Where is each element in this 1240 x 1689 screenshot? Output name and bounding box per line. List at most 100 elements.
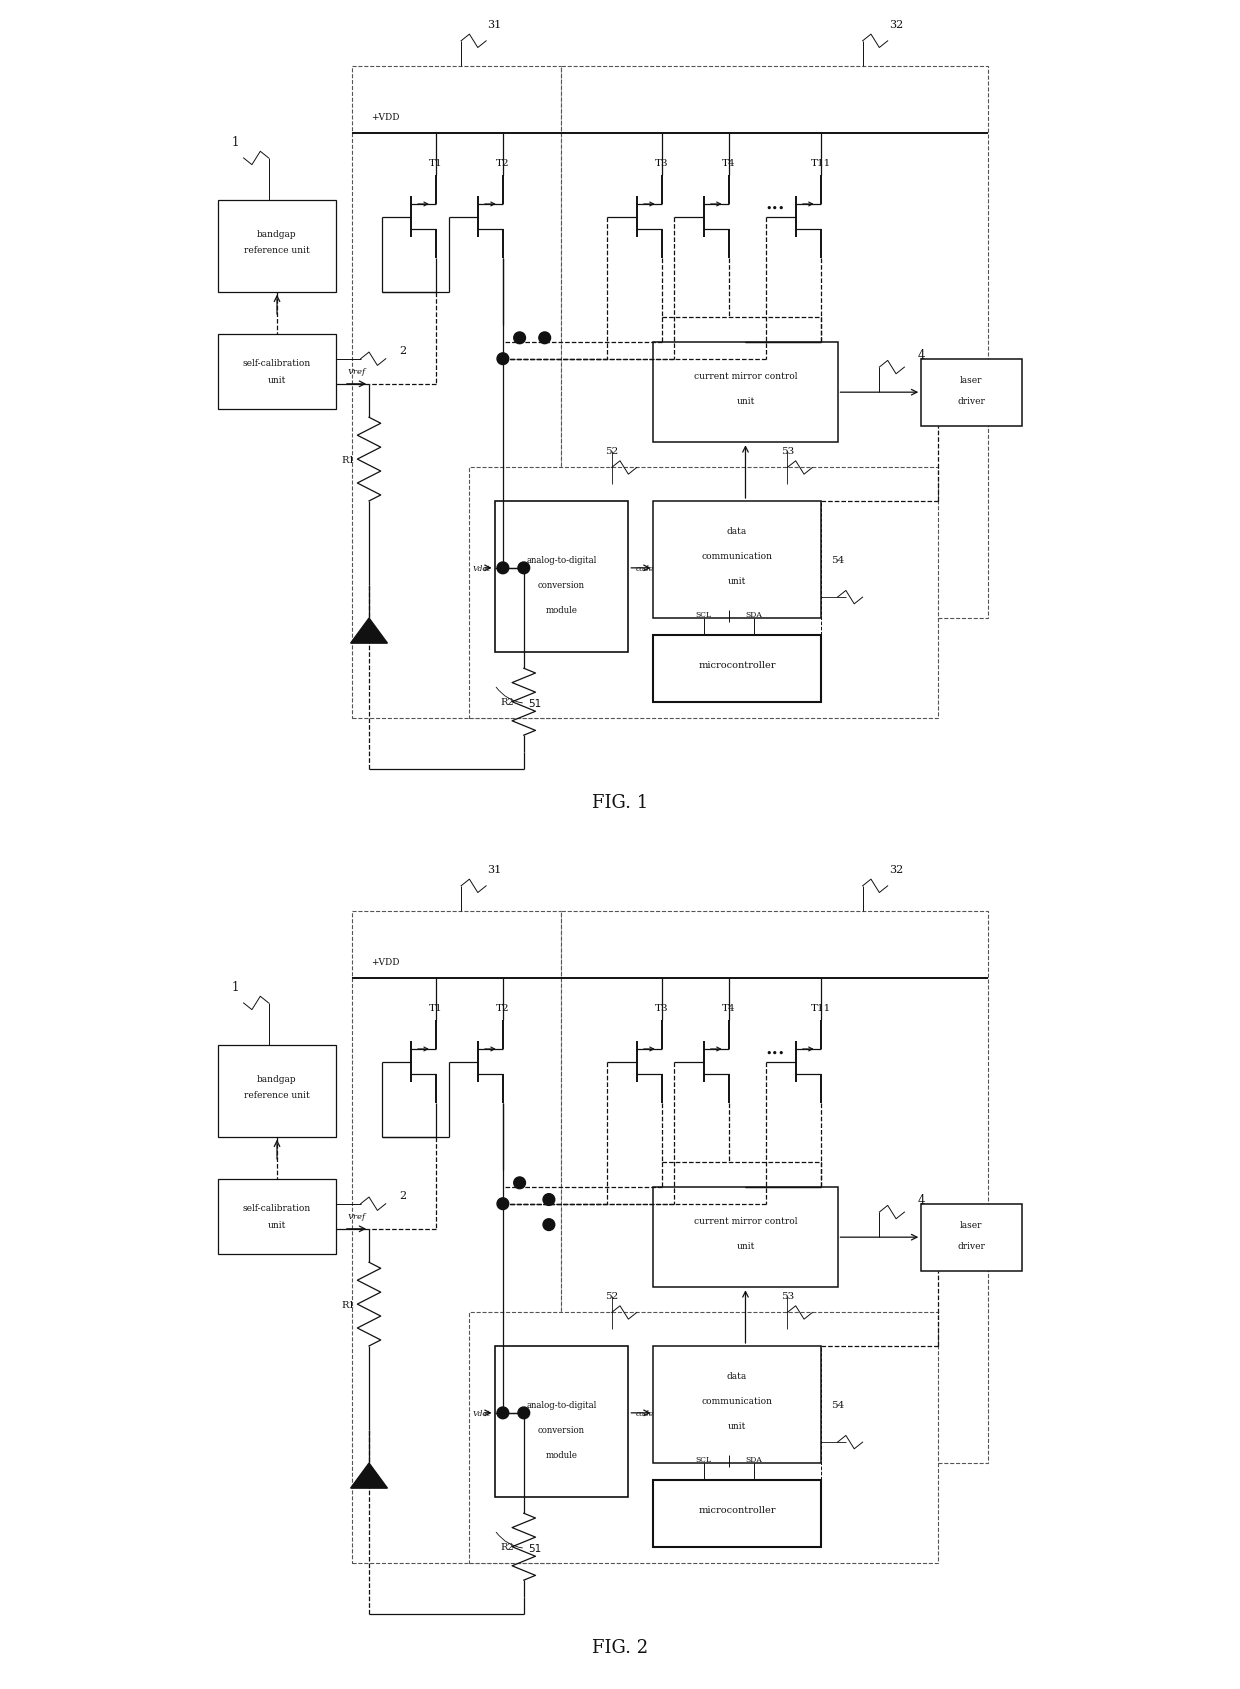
Text: +VDD: +VDD — [372, 113, 401, 122]
Text: conversion: conversion — [538, 581, 585, 589]
Bar — [218, 201, 336, 292]
Circle shape — [497, 1198, 508, 1209]
Text: +VDD: +VDD — [372, 958, 401, 966]
Circle shape — [539, 333, 551, 345]
Text: 2: 2 — [399, 1191, 405, 1201]
Circle shape — [518, 562, 529, 574]
Bar — [495, 502, 629, 652]
Polygon shape — [351, 1463, 387, 1488]
Text: module: module — [546, 1451, 578, 1459]
Bar — [470, 1312, 937, 1564]
Text: T1: T1 — [429, 1003, 443, 1012]
Text: 2: 2 — [399, 346, 405, 356]
Bar — [352, 68, 562, 720]
Text: module: module — [546, 606, 578, 615]
Text: 53: 53 — [781, 448, 794, 456]
Text: unit: unit — [268, 377, 286, 385]
Text: T3: T3 — [655, 159, 668, 167]
Text: T2: T2 — [496, 1003, 510, 1012]
Text: 51: 51 — [496, 687, 541, 708]
Text: code: code — [636, 1409, 655, 1417]
Bar — [653, 502, 821, 618]
Text: 53: 53 — [781, 1292, 794, 1301]
Text: FIG. 1: FIG. 1 — [591, 794, 649, 812]
Text: 4: 4 — [918, 1194, 925, 1206]
Bar — [352, 912, 562, 1564]
Text: R2: R2 — [500, 1542, 513, 1551]
Text: SCL: SCL — [696, 610, 712, 618]
Text: 4: 4 — [918, 350, 925, 361]
Text: laser: laser — [960, 377, 982, 385]
Text: 54: 54 — [831, 1400, 844, 1409]
Polygon shape — [351, 618, 387, 644]
Text: analog-to-digital: analog-to-digital — [526, 1400, 596, 1409]
Text: R1: R1 — [341, 456, 355, 464]
Text: 1: 1 — [232, 980, 239, 993]
Text: self-calibration: self-calibration — [243, 360, 311, 368]
Text: T11: T11 — [811, 159, 831, 167]
Text: unit: unit — [268, 1221, 286, 1230]
Text: data: data — [727, 527, 748, 535]
Text: bandgap: bandgap — [257, 1074, 296, 1083]
Bar — [921, 360, 1022, 426]
Text: SDA: SDA — [745, 1454, 763, 1463]
Bar — [218, 334, 336, 410]
Text: driver: driver — [957, 397, 986, 405]
Text: driver: driver — [957, 1241, 986, 1250]
Text: Vref: Vref — [347, 368, 366, 377]
Text: Vdet: Vdet — [472, 564, 490, 573]
Text: reference unit: reference unit — [244, 1091, 310, 1100]
Text: microcontroller: microcontroller — [698, 660, 776, 669]
Text: •••: ••• — [765, 1049, 785, 1059]
Text: unit: unit — [728, 1420, 746, 1431]
Text: analog-to-digital: analog-to-digital — [526, 556, 596, 564]
Text: unit: unit — [728, 576, 746, 586]
Text: Vref: Vref — [347, 1213, 366, 1221]
Bar — [921, 1204, 1022, 1270]
Text: 32: 32 — [889, 865, 903, 875]
Bar — [218, 1045, 336, 1137]
Bar — [562, 912, 988, 1463]
Text: code: code — [636, 564, 655, 573]
Text: unit: unit — [737, 1241, 755, 1250]
Bar — [495, 1346, 629, 1496]
Circle shape — [543, 1194, 554, 1206]
Text: T4: T4 — [722, 159, 735, 167]
Text: Vdet: Vdet — [472, 1409, 490, 1417]
Text: T3: T3 — [655, 1003, 668, 1012]
Text: self-calibration: self-calibration — [243, 1204, 311, 1213]
Bar — [470, 468, 937, 720]
Text: 31: 31 — [487, 865, 502, 875]
Circle shape — [518, 1407, 529, 1419]
Bar — [653, 1187, 837, 1287]
Text: SDA: SDA — [745, 610, 763, 618]
Text: T1: T1 — [429, 159, 443, 167]
Text: microcontroller: microcontroller — [698, 1505, 776, 1513]
Text: 1: 1 — [232, 135, 239, 149]
Bar — [218, 1179, 336, 1255]
Text: current mirror control: current mirror control — [693, 1216, 797, 1225]
Text: conversion: conversion — [538, 1426, 585, 1434]
Text: 52: 52 — [605, 448, 619, 456]
Text: 52: 52 — [605, 1292, 619, 1301]
Bar — [653, 1346, 821, 1463]
Text: T2: T2 — [496, 159, 510, 167]
Text: communication: communication — [702, 1397, 773, 1405]
Text: T4: T4 — [722, 1003, 735, 1012]
Text: FIG. 2: FIG. 2 — [591, 1638, 649, 1657]
Text: 31: 31 — [487, 20, 502, 30]
Text: R1: R1 — [341, 1301, 355, 1309]
Text: 54: 54 — [831, 556, 844, 564]
Text: 32: 32 — [889, 20, 903, 30]
Text: communication: communication — [702, 552, 773, 561]
Text: reference unit: reference unit — [244, 247, 310, 255]
Bar — [653, 343, 837, 443]
Bar — [653, 635, 821, 703]
Text: bandgap: bandgap — [257, 230, 296, 238]
Text: SCL: SCL — [696, 1454, 712, 1463]
Circle shape — [497, 353, 508, 365]
Bar — [653, 1480, 821, 1547]
Circle shape — [513, 333, 526, 345]
Text: laser: laser — [960, 1221, 982, 1230]
Text: •••: ••• — [765, 204, 785, 215]
